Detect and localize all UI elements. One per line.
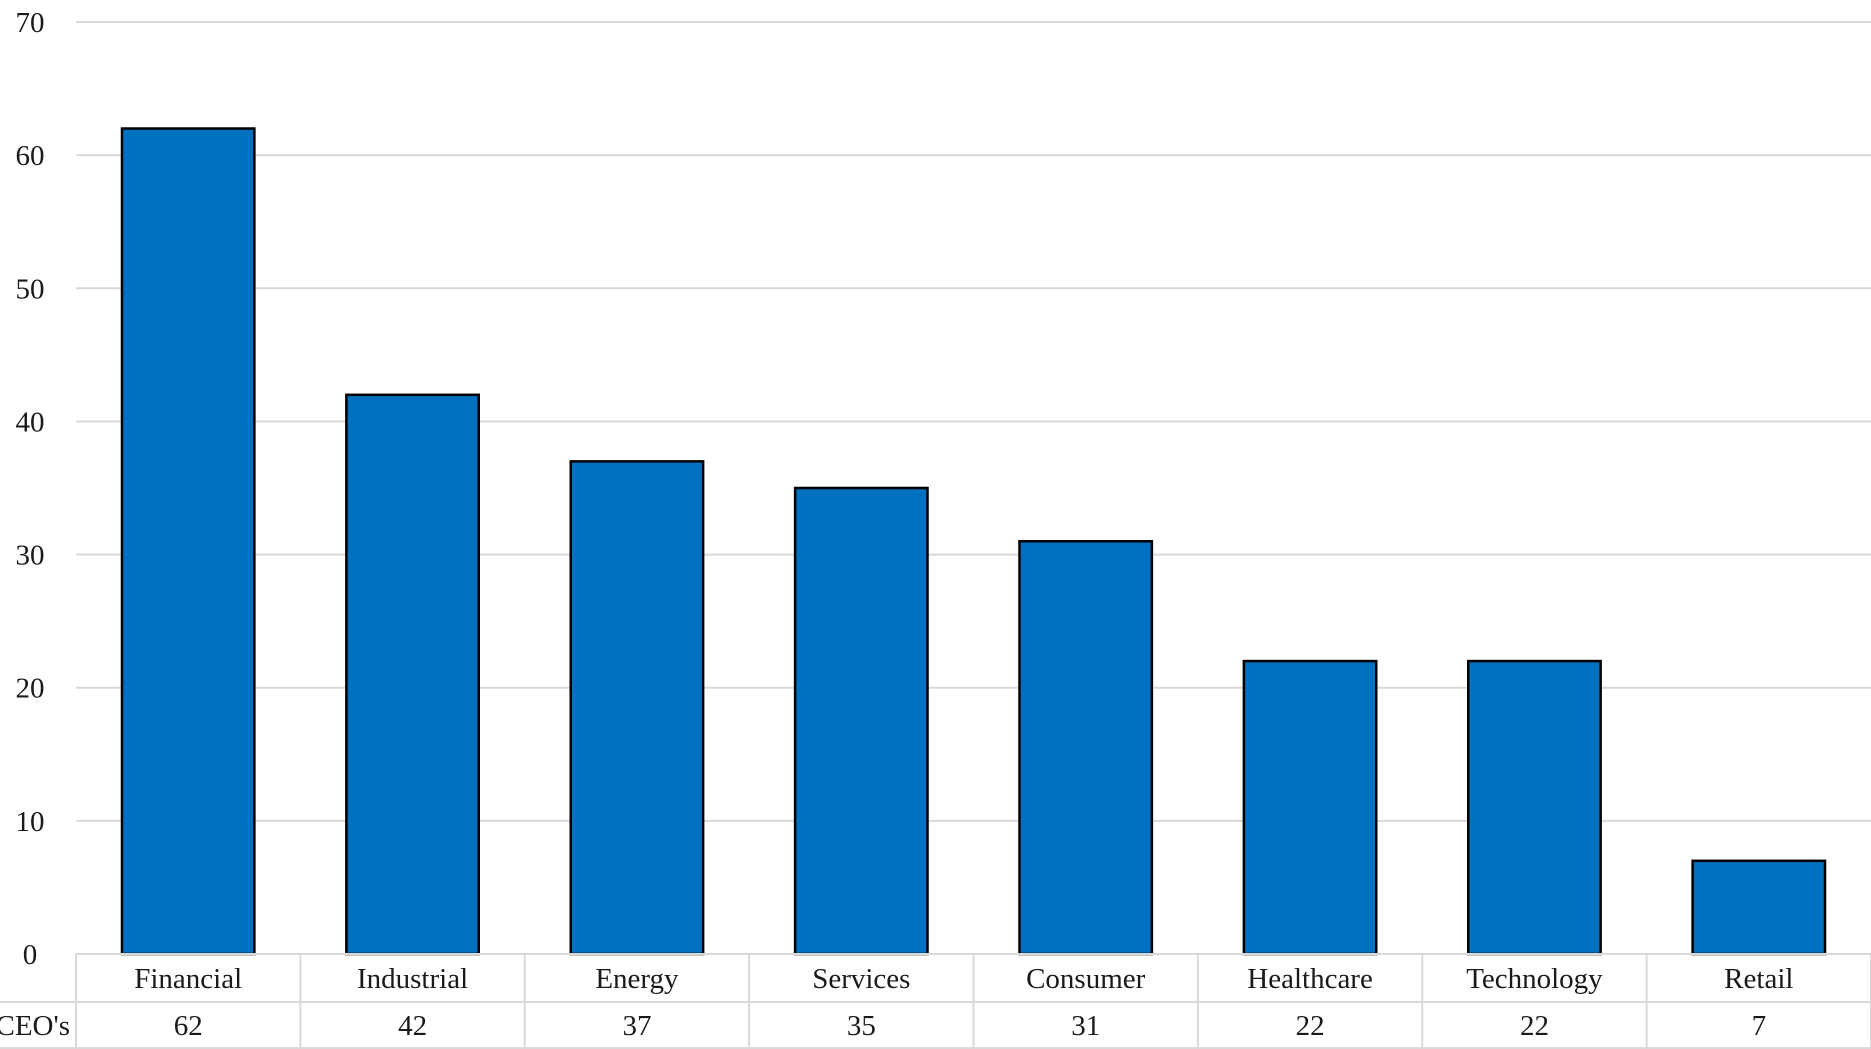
category-label: Services — [812, 963, 910, 995]
data-table-value: 62 — [174, 1010, 203, 1042]
y-tick-label: 30 — [16, 540, 45, 572]
bar-healthcare — [1242, 659, 1378, 956]
data-table: Financial 62 Industrial 42 Energy 37 Services 3… — [0, 953, 1871, 1049]
y-tick-label: 40 — [16, 406, 45, 438]
bars — [120, 127, 1827, 956]
y-tick-label: 0 — [23, 939, 38, 971]
category-label: Retail — [1724, 963, 1793, 995]
y-axis-ticks: 0 10 20 30 40 50 60 70 — [16, 7, 45, 971]
category-label: Technology — [1466, 963, 1603, 995]
category-label: Energy — [595, 963, 679, 995]
data-table-value: 42 — [398, 1010, 427, 1042]
series-label: CEO's — [0, 1010, 70, 1042]
data-table-value: 22 — [1296, 1010, 1325, 1042]
category-label: Financial — [134, 963, 242, 995]
y-tick-label: 20 — [16, 673, 45, 705]
category-label: Consumer — [1026, 963, 1146, 995]
y-tick-label: 50 — [16, 273, 45, 305]
y-tick-label: 60 — [16, 140, 45, 172]
data-table-value: 7 — [1752, 1010, 1767, 1042]
category-label: Industrial — [357, 963, 468, 995]
bar-consumer — [1018, 540, 1154, 956]
bar-services — [793, 486, 929, 956]
bar-retail — [1691, 859, 1827, 956]
category-label: Healthcare — [1247, 963, 1373, 995]
data-table-value: 35 — [847, 1010, 876, 1042]
bar-energy — [569, 460, 705, 956]
data-table-value: 31 — [1071, 1010, 1100, 1042]
data-table-value: 22 — [1520, 1010, 1549, 1042]
bar-technology — [1466, 659, 1602, 956]
bar-industrial — [345, 393, 481, 956]
data-table-value: 37 — [622, 1010, 651, 1042]
y-tick-label: 10 — [16, 806, 45, 838]
bar-financial — [120, 127, 256, 956]
y-tick-label: 70 — [16, 7, 45, 39]
